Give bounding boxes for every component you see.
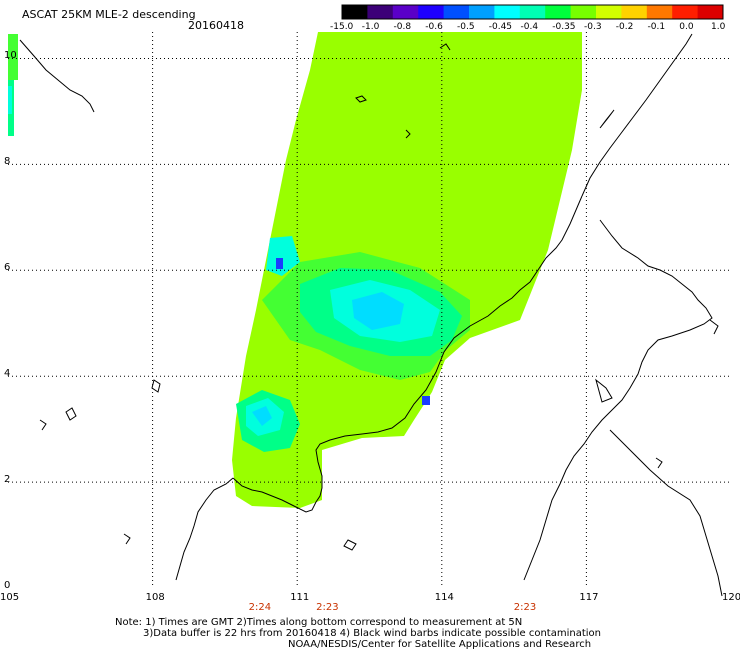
latitude-label: 8 xyxy=(4,156,11,168)
colorbar-tick-label: 1.0 xyxy=(711,22,726,32)
latitude-label: 6 xyxy=(4,262,11,274)
colorbar-tick-label: -0.45 xyxy=(488,22,513,32)
colorbar-tick-label: -15.0 xyxy=(330,22,354,32)
island-9 xyxy=(595,378,613,403)
swath-north-cyan xyxy=(266,236,300,276)
colorbar-swatch xyxy=(443,5,470,19)
footer-note-1: Note: 1) Times are GMT 2)Times along bot… xyxy=(115,617,523,628)
borneo-west xyxy=(175,477,234,581)
colorbar-tick-label: -0.6 xyxy=(425,22,443,32)
colorbar-swatch xyxy=(672,5,699,19)
borneo-coast xyxy=(232,195,583,513)
colorbar-swatch xyxy=(469,5,495,19)
colorbar-tick-label: -1.0 xyxy=(361,22,380,32)
island-2 xyxy=(405,129,411,139)
island-5 xyxy=(65,407,77,421)
colorbar xyxy=(341,4,724,20)
colorbar-swatch xyxy=(392,5,419,19)
colorbar-tick-label: -0.8 xyxy=(393,22,412,32)
colorbar-swatch xyxy=(519,5,546,19)
colorbar-swatch xyxy=(646,5,673,19)
colorbar-swatch xyxy=(418,5,445,19)
swath-south-light-blue xyxy=(252,406,272,426)
latitude-label: 0 xyxy=(4,580,11,591)
borneo-east xyxy=(523,219,713,581)
colorbar-tick-label: -0.3 xyxy=(584,22,602,32)
colorbar-tick-label: -0.1 xyxy=(647,22,666,32)
colorbar-swatch xyxy=(570,5,597,19)
pass-time-label: 2:23 xyxy=(513,602,537,613)
footer-note-3: NOAA/NESDIS/Center for Satellite Applica… xyxy=(288,639,592,650)
longitude-label: 105 xyxy=(0,592,20,603)
colorbar-tick-label: 0.0 xyxy=(679,22,694,32)
colorbar-frame xyxy=(341,4,724,20)
colorbar-swatch xyxy=(367,5,394,19)
colorbar-tick-label: -0.4 xyxy=(520,22,539,32)
indochina-coast xyxy=(19,39,95,113)
swath-edge-green xyxy=(8,34,18,80)
island-4 xyxy=(151,379,161,393)
latitude-label: 10 xyxy=(4,50,17,62)
colorbar-swatch xyxy=(494,5,521,19)
island-3 xyxy=(439,43,451,51)
latitude-label: 4 xyxy=(4,368,11,380)
kalimantan-coast xyxy=(609,429,723,597)
longitude-label: 108 xyxy=(145,592,165,603)
colorbar-swatch xyxy=(545,5,572,19)
coastlines xyxy=(19,33,723,597)
colorbar-swatch xyxy=(697,5,724,19)
longitude-label: 114 xyxy=(434,592,454,603)
swath-blue-pixel-2 xyxy=(276,258,283,269)
island-8 xyxy=(343,539,357,551)
mindoro-coast xyxy=(599,109,615,129)
product-title: ASCAT 25KM MLE-2 descending xyxy=(22,8,196,21)
island-1 xyxy=(355,95,367,103)
swath-blue-pixel xyxy=(422,396,430,405)
swath-edge-cyan xyxy=(8,86,12,114)
product-date: 20160418 xyxy=(188,19,244,32)
swath-light-blue xyxy=(352,292,404,330)
colorbar-tick-label: -0.35 xyxy=(552,22,576,32)
island-6 xyxy=(39,419,47,431)
wind-swath xyxy=(8,32,582,508)
island-10 xyxy=(709,319,719,335)
longitude-label: 117 xyxy=(579,592,599,603)
pass-time-label: 2:23 xyxy=(316,602,339,613)
colorbar-swatch xyxy=(342,5,368,19)
longitude-label: 120 xyxy=(722,592,740,603)
colorbar-tick-label: -0.2 xyxy=(615,22,634,32)
footer-note-2: 3)Data buffer is 22 hrs from 20160418 4)… xyxy=(143,628,601,639)
colorbar-tick-label: -0.5 xyxy=(457,22,475,32)
gridlines xyxy=(8,32,731,588)
island-7 xyxy=(123,533,131,545)
colorbar-swatch xyxy=(621,5,648,19)
latitude-label: 2 xyxy=(4,474,11,486)
palawan-coast xyxy=(581,33,693,197)
longitude-label: 111 xyxy=(290,592,310,603)
pass-time-label: 2:24 xyxy=(248,602,272,613)
colorbar-swatch xyxy=(596,5,622,19)
island-11 xyxy=(655,457,663,469)
